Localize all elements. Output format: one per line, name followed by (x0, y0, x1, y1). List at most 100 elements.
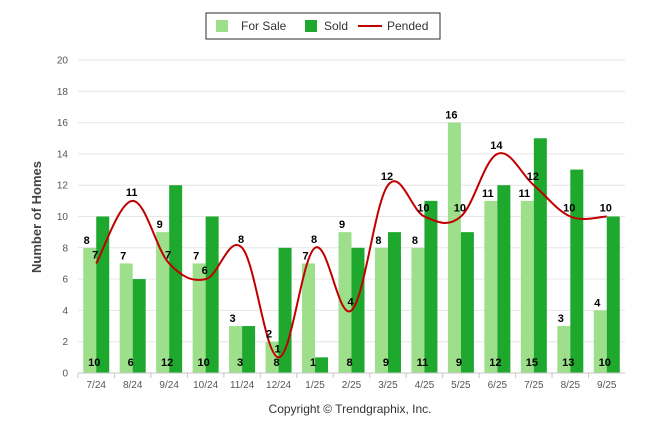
data-label-pended: 10 (600, 203, 612, 215)
pended-line (95, 152, 607, 359)
data-label-sold: 12 (489, 357, 501, 369)
bar-for-sale[interactable] (192, 263, 206, 373)
bar-sold[interactable] (533, 138, 547, 373)
bar-for-sale[interactable] (83, 247, 97, 373)
bar-sold[interactable] (570, 169, 584, 373)
x-tick-label: 2/25 (342, 380, 362, 391)
x-tick-label: 7/25 (524, 380, 544, 391)
data-label-for-sale: 8 (84, 235, 90, 247)
bar-sold[interactable] (606, 216, 620, 374)
bar-for-sale[interactable] (229, 326, 243, 373)
data-label-for-sale: 11 (519, 188, 531, 200)
bar-for-sale[interactable] (338, 232, 352, 373)
data-label-sold: 3 (237, 357, 243, 369)
bar-for-sale[interactable] (411, 247, 425, 373)
data-label-pended: 10 (454, 203, 466, 215)
x-tick-label: 12/24 (266, 380, 291, 391)
bar-sold[interactable] (497, 185, 511, 373)
data-label-pended: 14 (490, 140, 503, 152)
bar-for-sale[interactable] (520, 200, 534, 373)
data-label-for-sale: 11 (482, 188, 494, 200)
bar-sold[interactable] (315, 357, 329, 373)
bar-sold[interactable] (242, 326, 256, 373)
legend-label-pended[interactable]: Pended (387, 19, 428, 33)
data-labels: 8107691271033287198898111691112111531341… (84, 110, 612, 369)
bar-sold[interactable] (460, 232, 474, 373)
data-label-pended: 7 (92, 249, 98, 261)
legend-label-sold[interactable]: Sold (324, 19, 348, 33)
bar-for-sale[interactable] (265, 341, 279, 373)
data-label-sold: 1 (310, 357, 316, 369)
bar-for-sale[interactable] (484, 200, 498, 373)
bar-for-sale[interactable] (156, 232, 170, 373)
data-label-sold: 8 (274, 357, 280, 369)
data-label-for-sale: 2 (266, 329, 272, 341)
data-label-pended: 11 (126, 187, 138, 199)
bar-for-sale[interactable] (557, 326, 571, 373)
x-tick-label: 8/25 (561, 380, 581, 391)
y-tick-label: 8 (62, 243, 68, 254)
y-tick-label: 16 (57, 118, 69, 129)
data-label-pended: 12 (527, 171, 539, 183)
data-label-pended: 4 (347, 296, 354, 308)
y-tick-label: 14 (57, 149, 69, 160)
y-axis-title: Number of Homes (29, 161, 44, 273)
bar-for-sale[interactable] (593, 310, 607, 373)
bar-for-sale[interactable] (447, 122, 461, 373)
y-tick-label: 2 (62, 337, 68, 348)
data-label-sold: 9 (456, 357, 462, 369)
data-label-pended: 8 (311, 234, 317, 246)
x-tick-label: 9/25 (597, 380, 617, 391)
data-label-sold: 6 (128, 357, 134, 369)
bar-sold[interactable] (424, 200, 438, 373)
data-label-for-sale: 7 (302, 250, 308, 262)
x-tick-label: 5/25 (451, 380, 471, 391)
y-tick-label: 0 (62, 369, 68, 380)
bar-sold[interactable] (205, 216, 219, 374)
bar-for-sale[interactable] (302, 263, 316, 373)
bar-sold[interactable] (351, 247, 365, 373)
data-label-for-sale: 8 (375, 235, 381, 247)
x-tick-label: 6/25 (488, 380, 508, 391)
bar-for-sale[interactable] (374, 247, 388, 373)
data-label-for-sale: 8 (412, 235, 418, 247)
x-tick-label: 3/25 (378, 380, 398, 391)
y-tick-label: 4 (62, 306, 68, 317)
x-tick-label: 11/24 (230, 380, 255, 391)
data-label-for-sale: 4 (594, 297, 601, 309)
data-label-sold: 11 (417, 357, 429, 369)
legend-swatch-for-sale (216, 20, 228, 32)
x-tick-label: 1/25 (305, 380, 325, 391)
x-tick-label: 7/24 (86, 380, 106, 391)
bars (83, 122, 620, 374)
data-label-pended: 1 (275, 343, 281, 355)
pended-series-line[interactable] (95, 152, 607, 359)
legend: For Sale Sold Pended (205, 12, 441, 40)
bar-sold[interactable] (169, 185, 183, 373)
bar-for-sale[interactable] (119, 263, 133, 373)
data-label-for-sale: 7 (120, 250, 126, 262)
legend-swatch-sold (305, 20, 317, 32)
y-tick-label: 6 (62, 275, 68, 286)
data-label-sold: 8 (346, 357, 352, 369)
bar-sold[interactable] (387, 232, 401, 373)
data-label-pended: 7 (165, 249, 171, 261)
bar-sold[interactable] (132, 279, 146, 373)
data-label-for-sale: 16 (445, 110, 457, 122)
data-label-for-sale: 3 (230, 313, 236, 325)
data-label-for-sale: 9 (157, 219, 163, 231)
legend-label-for-sale[interactable]: For Sale (241, 19, 287, 33)
x-tick-label: 10/24 (193, 380, 218, 391)
data-label-sold: 12 (161, 357, 173, 369)
y-tick-label: 20 (57, 56, 69, 67)
y-tick-label: 12 (57, 181, 69, 192)
x-tick-label: 9/24 (159, 380, 179, 391)
data-label-sold: 13 (562, 357, 574, 369)
data-label-for-sale: 3 (558, 313, 564, 325)
data-label-pended: 6 (202, 265, 208, 277)
data-label-pended: 10 (417, 203, 429, 215)
data-label-for-sale: 9 (339, 219, 345, 231)
data-label-sold: 10 (198, 357, 210, 369)
